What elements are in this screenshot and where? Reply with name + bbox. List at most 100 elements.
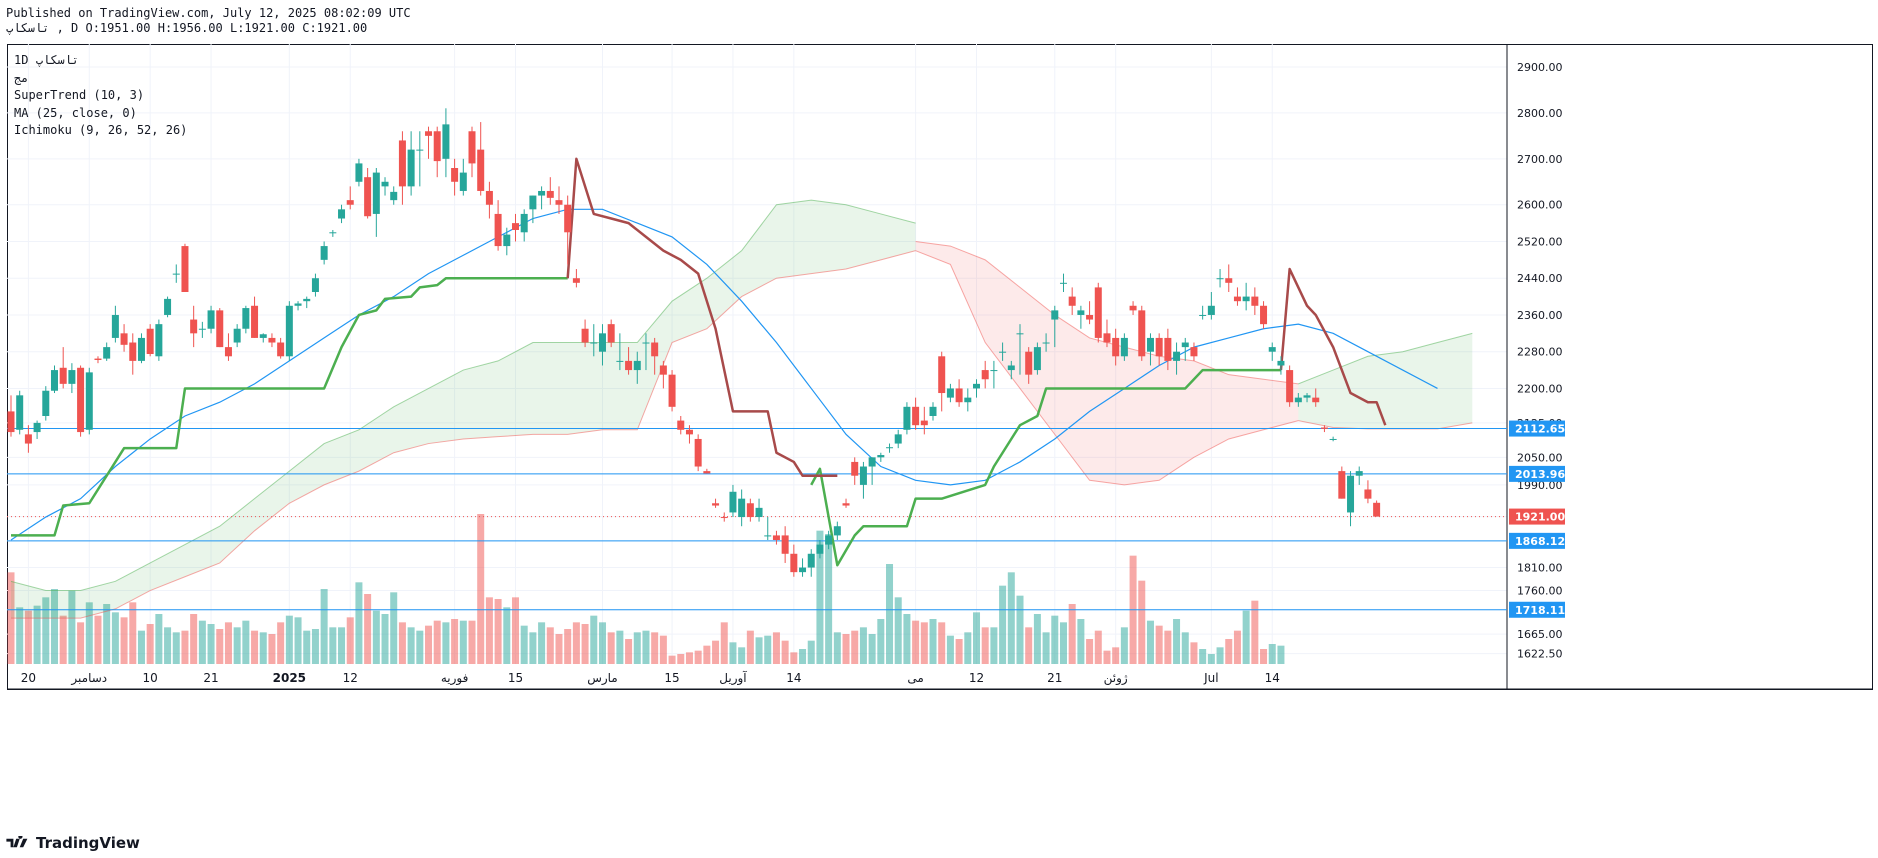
candle-body bbox=[555, 200, 563, 205]
candle-body bbox=[833, 526, 841, 536]
candle-body bbox=[1242, 296, 1250, 302]
time-tick-label: 14 bbox=[786, 671, 801, 685]
volume-bar bbox=[338, 627, 346, 664]
candle-body bbox=[16, 395, 24, 430]
candle-body bbox=[294, 303, 302, 306]
candle-body bbox=[807, 553, 815, 568]
price-tick-label: 1622.50 bbox=[1517, 648, 1563, 661]
candle-body bbox=[842, 503, 850, 506]
candle-body bbox=[268, 337, 276, 343]
symbol-label[interactable]: 1D تاسکاپ bbox=[14, 53, 80, 67]
candle-body bbox=[224, 347, 232, 357]
candle-body bbox=[146, 328, 154, 354]
volume-bar bbox=[1086, 639, 1094, 664]
cloud-span-a bbox=[1298, 332, 1473, 385]
candle-body bbox=[181, 246, 189, 292]
candle-body bbox=[1268, 347, 1276, 352]
supertrend-line bbox=[11, 157, 1387, 567]
candle-body bbox=[1173, 351, 1181, 361]
volume-bar bbox=[929, 619, 937, 664]
cloud-span-b bbox=[915, 250, 1299, 486]
cloud-area bbox=[915, 241, 1299, 485]
volume-bar bbox=[877, 619, 885, 664]
price-tick-label: 1810.00 bbox=[1517, 562, 1563, 575]
volume-bar bbox=[1138, 580, 1146, 664]
time-tick-label: دسامبر bbox=[70, 671, 107, 686]
volume-bar bbox=[1120, 627, 1128, 664]
candle-body bbox=[764, 535, 772, 537]
volume-bar bbox=[642, 630, 650, 664]
candle-body bbox=[216, 310, 224, 348]
volume-bar bbox=[572, 622, 580, 664]
candle-body bbox=[1086, 314, 1094, 320]
volume-bar bbox=[659, 635, 667, 664]
candle-body bbox=[607, 324, 615, 343]
candle-body bbox=[1199, 314, 1207, 316]
volume-bar bbox=[1155, 625, 1163, 664]
price-tick-label: 2900.00 bbox=[1517, 61, 1563, 74]
volume-bar bbox=[720, 622, 728, 664]
time-tick-label: 21 bbox=[1047, 671, 1062, 685]
indicator-supertrend[interactable]: SuperTrend (10, 3) bbox=[14, 88, 145, 102]
time-axis[interactable]: 20 دسامبر 10 21 2025 12 فوریه 15 مارس 15 آوریل 14 می… bbox=[21, 670, 1280, 686]
candle-body bbox=[694, 438, 702, 467]
candle-body bbox=[468, 131, 476, 164]
volume-bar bbox=[764, 635, 772, 664]
ohlc-line: تاسکاپ , D O:1951.00 H:1956.00 L:1921.00… bbox=[6, 21, 368, 35]
volume-bar bbox=[50, 589, 58, 664]
volume-bar bbox=[607, 632, 615, 664]
price-tick-label: 2520.00 bbox=[1517, 235, 1563, 248]
volume-bar bbox=[1225, 639, 1233, 664]
cloud-span-a bbox=[10, 199, 916, 592]
price-highlight-label: 2013.96 bbox=[1515, 468, 1565, 481]
volume-bar bbox=[668, 655, 676, 664]
volume-bar bbox=[494, 599, 502, 664]
volume-bar bbox=[729, 642, 737, 664]
candle-body bbox=[198, 328, 206, 330]
volume-bar bbox=[468, 620, 476, 664]
volume-bar bbox=[1112, 647, 1120, 664]
volume-bar bbox=[1233, 630, 1241, 664]
candle-body bbox=[1120, 337, 1128, 357]
volume-bar bbox=[1216, 647, 1224, 664]
volume-bar bbox=[146, 624, 154, 664]
volume-bar bbox=[868, 634, 876, 664]
volume-bar bbox=[616, 630, 624, 664]
indicator-ichimoku[interactable]: Ichimoku (9, 26, 52, 26) bbox=[14, 123, 188, 137]
volume-bar bbox=[755, 637, 763, 664]
candle-body bbox=[894, 434, 902, 444]
price-highlight-badge bbox=[1509, 601, 1565, 618]
volume-bar bbox=[1094, 630, 1102, 664]
indicator-ma[interactable]: MA (25, close, 0) bbox=[14, 105, 137, 120]
volume-bar bbox=[190, 614, 198, 664]
candle-body bbox=[920, 420, 928, 426]
volume-bar bbox=[703, 645, 711, 664]
tradingview-logo[interactable]: TradingView bbox=[6, 834, 140, 852]
volume-bar bbox=[459, 620, 467, 664]
volume-bar bbox=[242, 620, 250, 664]
price-highlight-label: 1718.11 bbox=[1515, 604, 1565, 617]
volume-bar bbox=[920, 622, 928, 664]
candle-body bbox=[886, 447, 894, 449]
volume-bar bbox=[329, 627, 337, 664]
candle-body bbox=[277, 342, 285, 357]
volume-bar bbox=[233, 627, 241, 664]
candle-body bbox=[103, 347, 111, 359]
volume-bar bbox=[103, 604, 111, 664]
candle-body bbox=[94, 358, 102, 360]
price-chart[interactable]: 1622.50 1665.00 1760.00 1810.00 1990.00 2050.… bbox=[7, 44, 1873, 824]
volume-bar bbox=[781, 640, 789, 664]
time-tick-label: 20 bbox=[21, 671, 36, 685]
candle-body bbox=[477, 149, 485, 191]
ma-series bbox=[10, 208, 1438, 541]
price-highlight-badge bbox=[1509, 532, 1565, 549]
volume-bar bbox=[129, 602, 137, 664]
volume-bar bbox=[1277, 645, 1285, 664]
volume-bar bbox=[16, 607, 24, 664]
price-axis[interactable]: 1622.50 1665.00 1760.00 1810.00 1990.00 2050.… bbox=[1509, 61, 1565, 661]
candle-body bbox=[955, 388, 963, 403]
volume-bar bbox=[485, 597, 493, 664]
volume-bar bbox=[181, 630, 189, 664]
volume-bar bbox=[251, 630, 259, 664]
candle-body bbox=[338, 209, 346, 219]
